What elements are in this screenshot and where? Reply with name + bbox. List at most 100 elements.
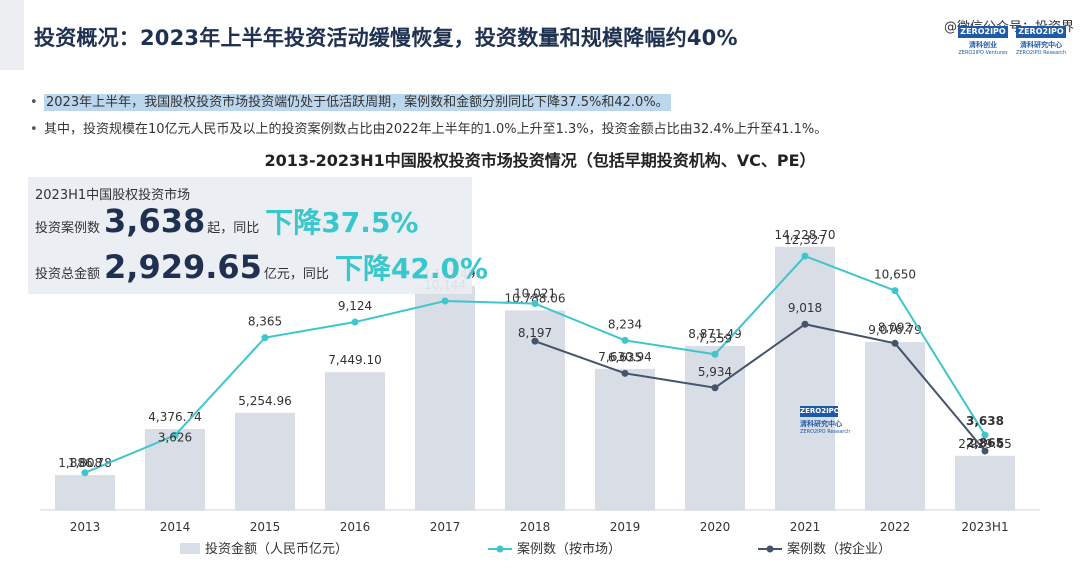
series-1-point [891,339,899,347]
series-1-point [621,369,629,377]
company-case-label: 8,092 [878,320,912,334]
bar-value-label: 14,228.70 [774,228,835,242]
summary-box: 2023H1中国股权投资市场 投资案例数 3,638 起，同比 下降37.5% 投资总… [28,177,488,294]
chart-logo-caption: 清科研究中心 [800,420,842,428]
company-case-label: 6,635 [608,350,642,364]
logo-right-subcaption: ZERO2IPO Research [1015,50,1067,56]
bar-value-label: 7,630.94 [598,350,651,364]
market-case-label: 7,559 [698,331,732,345]
bar-2019 [595,368,655,510]
series-1-point [981,447,989,455]
legend-market-label: 案例数（按市场） [517,541,621,557]
legend-company-label: 案例数（按企业） [787,541,891,557]
market-case-label: 12,327 [784,233,826,247]
x-tick-label: 2021 [790,520,821,534]
x-tick-label: 2015 [250,520,281,534]
series-0-point [351,318,359,326]
x-tick-label: 2019 [610,520,641,534]
bar-value-label: 10,788.06 [504,291,565,305]
series-0-point [261,334,269,342]
market-case-label: 8,365 [248,315,282,329]
series-0-point [801,252,809,260]
title-accent-strip [0,0,24,70]
legend-company-marker [766,545,774,553]
series-1-point [711,384,719,392]
chart-watermark-logo: ZERO2IPO 清科研究中心 ZERO2IPO Research [800,406,860,444]
x-tick-label: 2020 [700,520,731,534]
series-0-point [441,297,449,305]
series-0-point [171,431,179,439]
chart-logo-tile: ZERO2IPO [800,406,840,417]
summary-amount-line: 投资总金额 2,929.65 亿元，同比 下降42.0% [35,247,488,287]
zero2ipo-logo: ZERO2IPO ZERO2IPO 清科创业 清科研究中心 ZERO2IPO V… [958,26,1068,68]
bar-value-label: 9,076.79 [868,323,921,337]
summary-amount-unit: 亿元，同比 [263,267,329,282]
bar-2015 [235,412,295,510]
company-case-label: 9,018 [788,301,822,315]
legend-bar-label: 投资金额（人民币亿元） [205,541,348,557]
market-case-label: 10,021 [514,287,556,301]
summary-cases-line: 投资案例数 3,638 起，同比 下降37.5% [35,201,418,241]
bar-value-label: 4,376.74 [148,410,201,424]
bar-2022 [865,342,925,510]
bullet-1: • 2023年上半年，我国股权投资市场投资端仍处于低活跃周期，案例数和金额分别同比… [30,91,671,111]
series-0-point [81,469,89,477]
market-case-label: 9,124 [338,299,372,313]
logo-right-tile: ZERO2IPO [1016,26,1066,38]
market-case-label: 3,638 [966,414,1004,428]
summary-amount-label: 投资总金额 [35,267,101,282]
summary-cases-change: 下降37.5% [265,206,419,239]
series-1-point [531,337,539,345]
bar-2021 [775,246,835,510]
bar-2016 [325,372,385,510]
series-0-point [711,350,719,358]
series-0-point [891,287,899,295]
summary-cases-value: 3,638 [104,202,206,240]
bar-2013 [55,475,115,510]
summary-heading: 2023H1中国股权投资市场 [35,188,191,203]
summary-amount-value: 2,929.65 [104,248,262,286]
legend-bar-swatch [180,543,200,554]
series-0-point [981,431,989,439]
x-tick-label: 2018 [520,520,551,534]
summary-cases-unit: 起，同比 [207,221,260,236]
x-tick-label: 2016 [340,520,371,534]
company-case-label: 5,934 [698,365,732,379]
series-1-point [801,320,809,328]
x-tick-label: 2023H1 [961,520,1008,534]
market-case-label: 1,808 [68,456,102,470]
bar-value-label: 5,254.96 [238,394,291,408]
bullet-1-text: 2023年上半年，我国股权投资市场投资端仍处于低活跃周期，案例数和金额分别同比下… [44,94,671,111]
company-case-label: 8,197 [518,326,552,340]
series-0-point [621,336,629,344]
market-case-label: 3,626 [158,430,192,444]
x-tick-label: 2022 [880,520,911,534]
series-0-point [531,300,539,308]
logo-left-tile: ZERO2IPO [958,26,1008,38]
logo-left-caption: 清科创业 [969,41,997,49]
market-case-label: 10,650 [874,268,916,282]
bar-value-label: 2,929.65 [958,437,1011,451]
logo-right-caption: 清科研究中心 [1020,41,1062,49]
bar-value-label: 7,449.10 [328,353,381,367]
bullet-2-text: 其中，投资规模在10亿元人民币及以上的投资案例数占比由2022年上半年的1.0%… [44,122,828,137]
bullet-dot-icon: • [30,122,38,137]
market-case-label: 8,234 [608,317,642,331]
chart-logo-subcaption: ZERO2IPO Research [800,429,851,435]
bar-2014 [145,429,205,510]
bar-value-label: 8,871.49 [688,327,741,341]
summary-amount-change: 下降42.0% [334,252,489,285]
x-tick-label: 2013 [70,520,101,534]
chart-title: 2013-2023H1中国股权投资市场投资情况（包括早期投资机构、VC、PE） [264,151,816,170]
series-line-1 [534,323,986,452]
bullet-dot-icon: • [30,95,38,110]
x-tick-label: 2017 [430,520,461,534]
legend-market-marker [496,545,504,553]
page-title: 投资概况：2023年上半年投资活动缓慢恢复，投资数量和规模降幅约40% [34,26,738,50]
company-case-label: 2,865 [966,436,1004,450]
bar-2017 [415,285,475,510]
bar-2023H1 [955,455,1015,510]
logo-left-subcaption: ZERO2IPO Ventures [958,50,1008,56]
bullet-2: • 其中，投资规模在10亿元人民币及以上的投资案例数占比由2022年上半年的1.0… [30,118,827,137]
